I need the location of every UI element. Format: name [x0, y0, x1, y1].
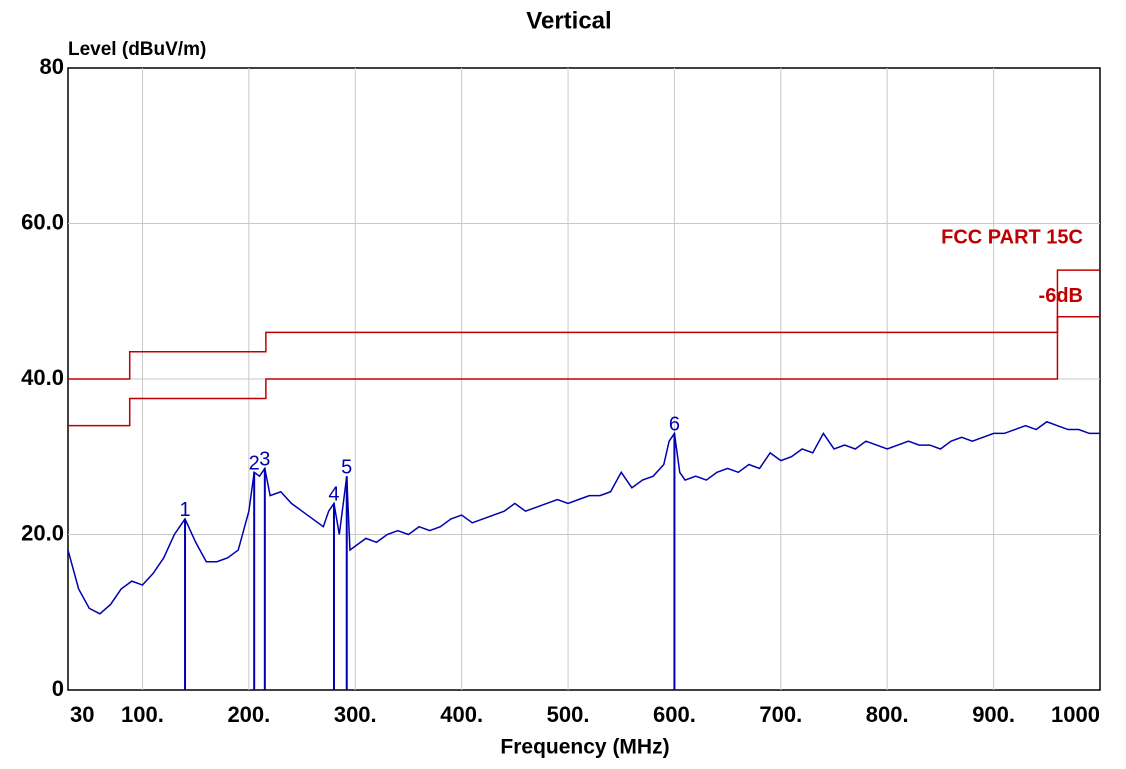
- x-tick-label: 700.: [759, 702, 802, 727]
- limit-label: FCC PART 15C: [941, 226, 1083, 248]
- x-tick-label: 1000: [1051, 702, 1100, 727]
- x-tick-label: 900.: [972, 702, 1015, 727]
- limit-line: [68, 269, 1100, 380]
- marker-label: 6: [669, 414, 680, 436]
- x-tick-label: 800.: [866, 702, 909, 727]
- x-tick-label: 400.: [440, 702, 483, 727]
- x-axis-label: Frequency (MHz): [500, 736, 669, 759]
- y-axis-label: Level (dBuV/m): [68, 39, 206, 60]
- marker-label: 2: [249, 453, 260, 475]
- chart-title: Vertical: [526, 7, 611, 34]
- x-tick-label: 600.: [653, 702, 696, 727]
- limit-label: -6dB: [1039, 285, 1083, 307]
- marker-label: 5: [341, 456, 352, 478]
- y-tick-label: 40.0: [21, 365, 64, 390]
- marker-label: 4: [328, 484, 339, 506]
- x-tick-label: 30: [70, 702, 94, 727]
- limit-line: [68, 316, 1100, 427]
- x-tick-label: 500.: [547, 702, 590, 727]
- marker-label: 1: [179, 499, 190, 521]
- y-tick-label: 0: [52, 676, 64, 701]
- y-tick-label: 80: [40, 54, 64, 79]
- x-tick-label: 300.: [334, 702, 377, 727]
- x-tick-label: 200.: [227, 702, 270, 727]
- marker-label: 3: [259, 449, 270, 471]
- x-tick-label: 100.: [121, 702, 164, 727]
- trace-line: [67, 420, 1100, 615]
- y-tick-label: 20.0: [21, 520, 64, 545]
- y-tick-label: 60.0: [21, 209, 64, 234]
